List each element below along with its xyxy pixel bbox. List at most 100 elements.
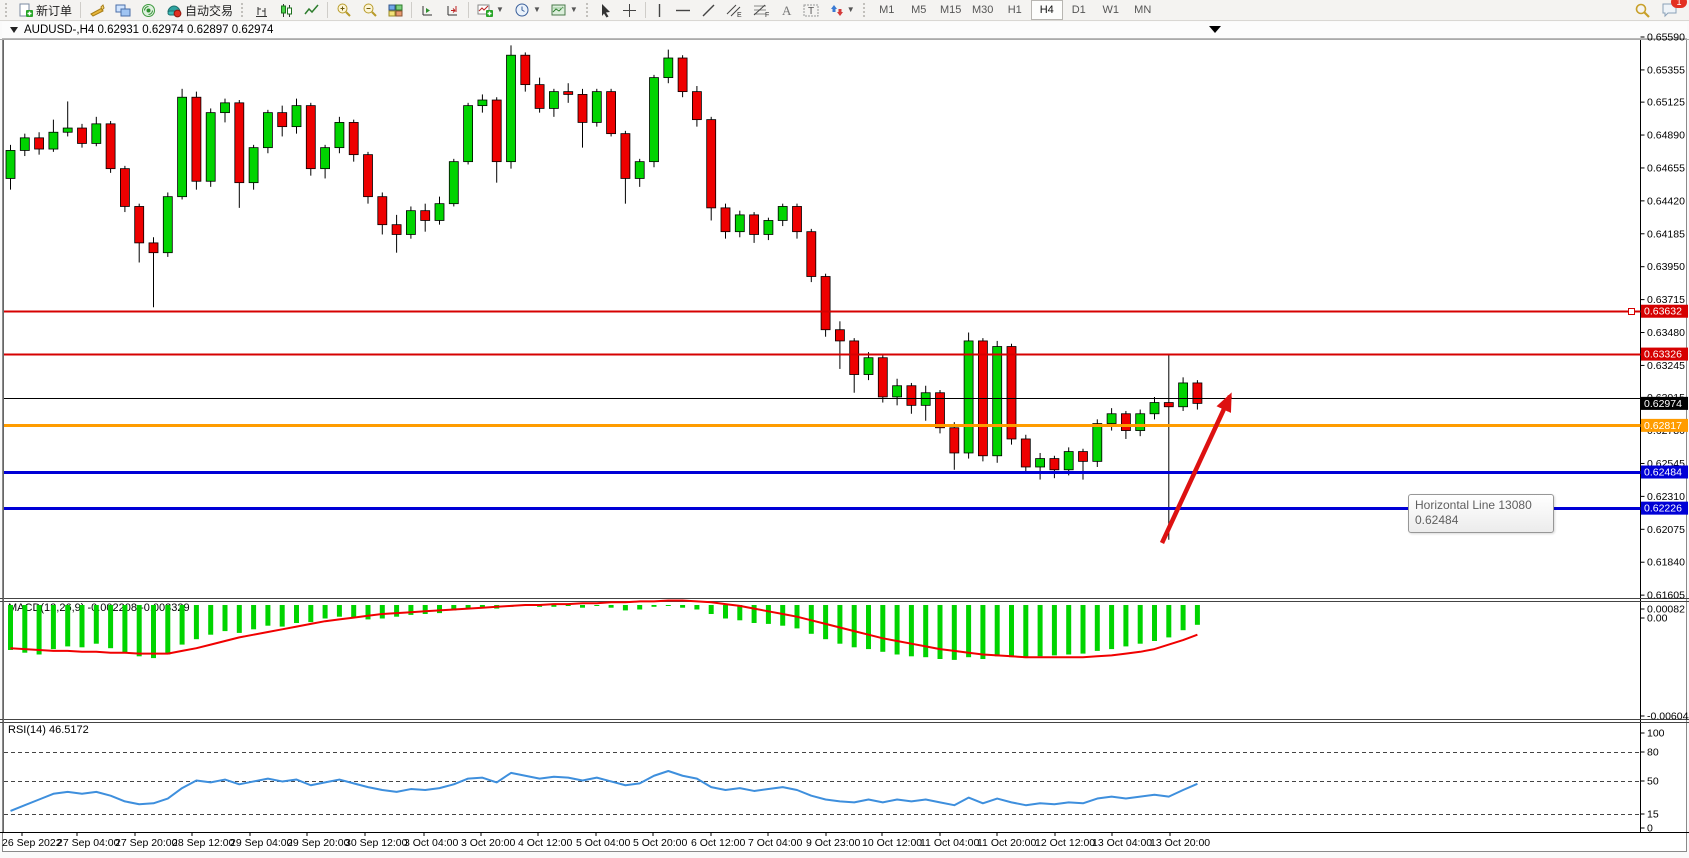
- timeframe-w1[interactable]: W1: [1102, 4, 1119, 16]
- line-chart-icon: [304, 3, 319, 18]
- svg-text:E: E: [737, 12, 742, 18]
- macd-pane[interactable]: MACD(12,26,9) -0.002208 -0.003329 0.00082…: [8, 599, 1689, 723]
- svg-text:12 Oct 12:00: 12 Oct 12:00: [1035, 837, 1095, 849]
- vertical-line-icon: [654, 3, 665, 18]
- svg-text:5 Oct 20:00: 5 Oct 20:00: [633, 837, 687, 849]
- chart-shift-icon: [445, 3, 460, 18]
- equidistant-channel-button[interactable]: E: [721, 0, 748, 21]
- bar-chart-button[interactable]: [249, 0, 274, 21]
- toolbar-drag-handle[interactable]: [241, 3, 246, 17]
- chart-title-bar[interactable]: AUDUSD-,H4 0.62931 0.62974 0.62897 0.629…: [2, 22, 1687, 39]
- candlestick-button[interactable]: [274, 0, 299, 21]
- svg-text:27 Sep 20:00: 27 Sep 20:00: [115, 837, 178, 849]
- svg-text:27 Sep 04:00: 27 Sep 04:00: [57, 837, 120, 849]
- tile-windows-button[interactable]: [383, 0, 408, 21]
- svg-text:0.65590: 0.65590: [1647, 32, 1685, 44]
- equidistant-channel-icon: E: [726, 3, 743, 18]
- crosshair-button[interactable]: [617, 0, 642, 21]
- timeframe-mn[interactable]: MN: [1134, 4, 1152, 16]
- svg-text:MACD(12,26,9) -0.002208 -0.003: MACD(12,26,9) -0.002208 -0.003329: [8, 602, 190, 614]
- periods-button[interactable]: ▼: [509, 0, 546, 21]
- svg-text:15: 15: [1647, 809, 1659, 821]
- search-icon: [1634, 2, 1651, 19]
- svg-text:0.64655: 0.64655: [1647, 162, 1685, 174]
- bar-chart-icon: [254, 3, 269, 18]
- signals-button[interactable]: [136, 0, 161, 21]
- auto-scroll-button[interactable]: [415, 0, 440, 21]
- horizontal-line-button[interactable]: [670, 0, 696, 21]
- zoom-in-button[interactable]: [331, 0, 357, 21]
- svg-text:11 Oct 20:00: 11 Oct 20:00: [977, 837, 1037, 849]
- toolbar-drag-handle[interactable]: [862, 3, 868, 17]
- svg-text:50: 50: [1647, 776, 1659, 788]
- trend-arrow[interactable]: [1159, 392, 1233, 544]
- market-watch-button[interactable]: [110, 0, 136, 21]
- timeframe-m5[interactable]: M5: [911, 4, 927, 16]
- chart-window: [2, 22, 1687, 852]
- cursor-button[interactable]: [594, 0, 617, 21]
- line-chart-button[interactable]: [299, 0, 324, 21]
- price-badge-0.63326: [1641, 347, 1688, 361]
- timeframe-d1[interactable]: D1: [1071, 4, 1086, 16]
- timeframe-m30[interactable]: M30: [972, 4, 994, 16]
- svg-text:0.00082: 0.00082: [1647, 604, 1685, 616]
- search-button[interactable]: [1629, 0, 1656, 21]
- text-label-button[interactable]: T: [798, 0, 824, 21]
- svg-text:T: T: [808, 6, 814, 17]
- svg-text:0.63326: 0.63326: [1644, 349, 1682, 361]
- svg-text:0.61840: 0.61840: [1647, 557, 1685, 569]
- svg-text:11 Oct 04:00: 11 Oct 04:00: [920, 837, 980, 849]
- toolbar-drag-handle[interactable]: [585, 3, 591, 17]
- indicators-icon: [477, 3, 494, 18]
- notifications-button[interactable]: 1: [1656, 0, 1687, 21]
- separator: [80, 2, 82, 18]
- templates-button[interactable]: ▼: [546, 0, 583, 21]
- svg-text:F: F: [765, 12, 769, 18]
- arrows-button[interactable]: ▼: [824, 0, 860, 21]
- chart-title: AUDUSD-,H4 0.62931 0.62974 0.62897 0.629…: [24, 24, 274, 36]
- new-order-button[interactable]: 新订单: [13, 0, 77, 21]
- profile-button[interactable]: [84, 0, 110, 21]
- horizontal-lines[interactable]: [4, 26, 1641, 510]
- rsi-pane[interactable]: RSI(14) 46.5172 100 80 50 15 0: [4, 724, 1665, 835]
- chart-shift-button[interactable]: [440, 0, 465, 21]
- svg-text:0.65125: 0.65125: [1647, 97, 1685, 109]
- profile-icon: [89, 3, 105, 18]
- svg-text:0.63715: 0.63715: [1647, 294, 1685, 306]
- trendline-button[interactable]: [696, 0, 721, 21]
- text-button[interactable]: A: [775, 0, 798, 21]
- svg-text:0.62974: 0.62974: [1644, 398, 1682, 410]
- price-axis[interactable]: 0.65590 0.65355 0.65125 0.64890 0.64655 0.644…: [1640, 32, 1689, 602]
- cursor-icon: [599, 3, 612, 18]
- svg-text:0.63480: 0.63480: [1647, 327, 1685, 339]
- indicators-button[interactable]: ▼: [472, 0, 509, 21]
- object-tooltip: Horizontal Line 13080 0.62484: [1408, 494, 1554, 533]
- fibonacci-button[interactable]: F: [748, 0, 775, 21]
- timeframe-h4[interactable]: H4: [1030, 0, 1063, 20]
- dropdown-caret: ▼: [532, 5, 541, 14]
- svg-text:0.63632: 0.63632: [1644, 306, 1682, 318]
- toolbar-drag-handle[interactable]: [5, 3, 10, 17]
- zoom-out-icon: [362, 2, 378, 18]
- clock-icon: [514, 2, 530, 18]
- svg-text:0.64890: 0.64890: [1647, 130, 1685, 142]
- text-icon: A: [780, 3, 793, 18]
- dropdown-caret: ▼: [846, 5, 855, 14]
- timeframe-m1[interactable]: M1: [879, 4, 895, 16]
- svg-text:0.00: 0.00: [1647, 613, 1668, 625]
- vertical-line-button[interactable]: [649, 0, 670, 21]
- zoom-out-button[interactable]: [357, 0, 383, 21]
- chart-end-marker: [1209, 26, 1221, 33]
- candles-layer[interactable]: [5, 45, 1203, 540]
- svg-text:0.62817: 0.62817: [1644, 420, 1682, 432]
- svg-text:3 Oct 20:00: 3 Oct 20:00: [461, 837, 515, 849]
- separator: [644, 2, 646, 18]
- chart-menu-triangle-icon[interactable]: [10, 27, 18, 33]
- timeframe-m15[interactable]: M15: [940, 4, 962, 16]
- timeframe-h1[interactable]: H1: [1007, 4, 1022, 16]
- svg-text:0.62075: 0.62075: [1647, 524, 1685, 536]
- svg-text:29 Sep 04:00: 29 Sep 04:00: [230, 837, 293, 849]
- auto-trading-button[interactable]: 自动交易: [161, 0, 238, 21]
